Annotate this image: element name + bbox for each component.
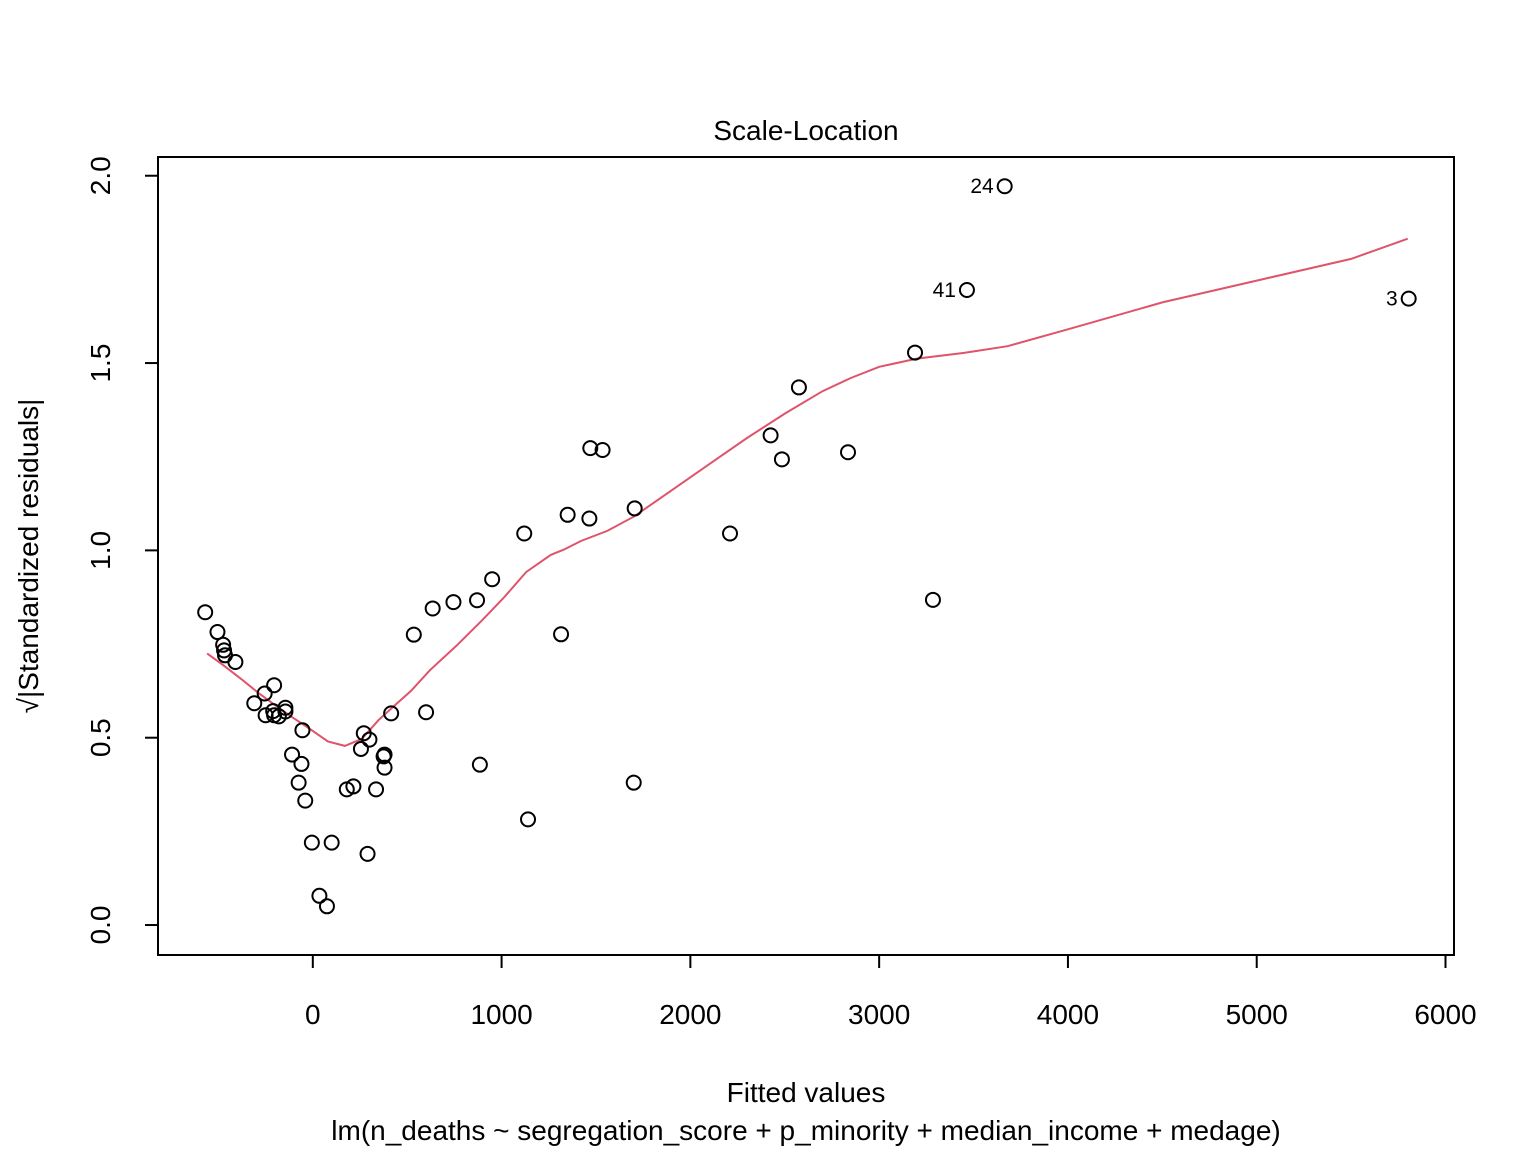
data-point — [445, 594, 462, 611]
data-point — [284, 746, 301, 763]
data-point — [484, 571, 501, 588]
x-tick-label: 3000 — [848, 999, 910, 1030]
data-point — [840, 444, 857, 461]
y-tick-label: 1.0 — [85, 531, 116, 570]
data-point — [361, 731, 378, 748]
data-point — [773, 451, 790, 468]
data-point — [246, 695, 263, 712]
y-axis-label-radical: √ — [13, 697, 44, 713]
x-tick-label: 0 — [305, 999, 321, 1030]
data-point — [907, 344, 924, 361]
data-point — [469, 592, 486, 609]
data-point — [1400, 290, 1417, 307]
data-point — [368, 781, 385, 798]
data-point — [345, 778, 362, 795]
data-point — [958, 282, 975, 298]
x-tick-label: 2000 — [659, 999, 721, 1030]
x-tick-label: 5000 — [1226, 999, 1288, 1030]
data-point — [256, 685, 273, 702]
data-point — [581, 510, 598, 527]
data-point — [520, 811, 537, 828]
data-point — [297, 792, 314, 809]
point-label: 3 — [1386, 288, 1398, 311]
y-tick-label: 2.0 — [85, 156, 116, 195]
data-point — [924, 591, 941, 608]
chart-title: Scale-Location — [713, 115, 898, 146]
data-point — [559, 506, 576, 523]
smoother-line — [206, 237, 1409, 747]
data-point — [303, 834, 320, 851]
y-axis-label-text: |Standardized residuals| — [13, 399, 44, 698]
x-tick-label: 6000 — [1414, 999, 1476, 1030]
data-point — [227, 654, 244, 671]
plot-frame — [157, 156, 1455, 956]
data-point — [294, 722, 311, 739]
y-tick-label: 0.0 — [85, 906, 116, 945]
data-point — [626, 500, 643, 517]
axes: 0 1000 2000 3000 4000 5000 6000 0.0 0.5 1.0 1.5 2.0 — [85, 156, 1477, 1030]
data-point — [376, 759, 393, 776]
data-point — [197, 604, 214, 621]
data-point — [405, 626, 422, 643]
data-point — [266, 677, 283, 694]
y-axis-label: √|Standardized residuals| — [13, 399, 44, 714]
data-point — [215, 636, 232, 653]
data-point — [625, 774, 642, 791]
y-tick-label: 1.5 — [85, 344, 116, 383]
data-point — [418, 704, 435, 721]
data-point — [424, 600, 441, 617]
data-point — [359, 845, 376, 862]
data-point — [290, 774, 307, 791]
smoother-layer — [206, 237, 1409, 747]
data-point — [277, 703, 294, 720]
data-point — [471, 756, 488, 773]
point-labels-layer: 41 24 3 — [933, 175, 1398, 310]
x-tick-label: 1000 — [470, 999, 532, 1030]
data-point — [594, 441, 611, 458]
points-layer — [197, 178, 1417, 915]
chart-subtitle: lm(n_deaths ~ segregation_score + p_mino… — [331, 1115, 1280, 1146]
x-axis-label: Fitted values — [727, 1077, 886, 1108]
data-point — [722, 525, 739, 542]
x-tick-label: 4000 — [1037, 999, 1099, 1030]
point-label: 24 — [970, 175, 994, 198]
data-point — [209, 624, 226, 641]
data-point — [311, 887, 328, 904]
data-point — [352, 740, 369, 757]
data-point — [293, 755, 310, 772]
data-point — [582, 440, 599, 457]
y-tick-label: 0.5 — [85, 718, 116, 757]
data-point — [996, 178, 1013, 195]
data-point — [790, 379, 807, 396]
data-point — [383, 705, 400, 722]
data-point — [318, 898, 335, 915]
data-point — [553, 626, 570, 643]
data-point — [323, 834, 340, 851]
point-label: 41 — [933, 279, 956, 302]
data-point — [516, 525, 533, 542]
data-point — [762, 427, 779, 444]
